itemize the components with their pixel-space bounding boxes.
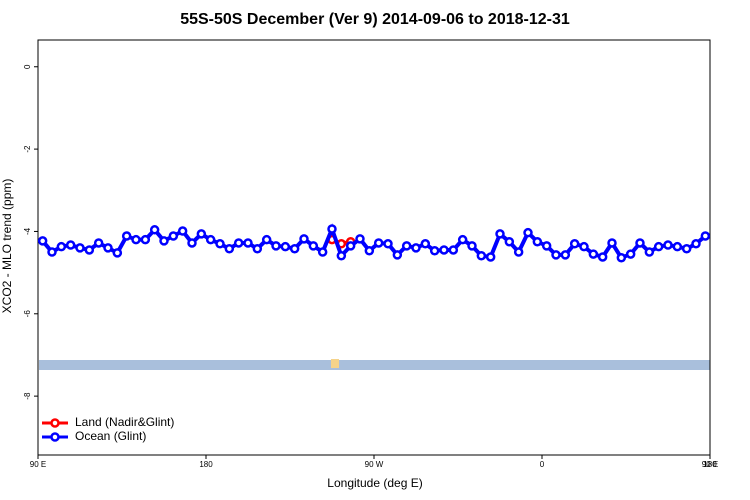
point — [65, 240, 76, 250]
point — [364, 246, 375, 256]
point — [149, 225, 160, 235]
point — [37, 236, 48, 246]
point — [336, 250, 347, 261]
point — [280, 241, 291, 252]
point — [299, 234, 309, 244]
x-tick-label: 90 E — [30, 460, 46, 469]
point — [663, 240, 673, 250]
point — [271, 241, 281, 251]
point — [355, 234, 365, 244]
y-tick-label: -8 — [23, 392, 32, 400]
point — [93, 238, 104, 248]
point — [373, 238, 384, 248]
y-tick-label: -2 — [23, 145, 32, 153]
y-tick-label: -6 — [23, 310, 32, 318]
point — [187, 238, 197, 248]
point — [233, 238, 244, 248]
point — [345, 241, 356, 251]
surface-patch — [331, 359, 339, 368]
point — [457, 234, 468, 245]
legend-label: Land (Nadir&Glint) — [75, 415, 174, 429]
point — [681, 243, 692, 254]
point — [131, 234, 141, 245]
point — [485, 252, 496, 262]
point — [317, 247, 328, 257]
point — [653, 241, 664, 252]
point — [644, 247, 655, 257]
point — [504, 236, 515, 247]
point — [551, 250, 561, 260]
point — [121, 231, 132, 241]
point — [177, 226, 188, 236]
point — [159, 236, 169, 246]
point — [672, 241, 683, 252]
point — [588, 249, 599, 259]
point — [392, 250, 403, 260]
point — [691, 239, 701, 249]
point — [513, 247, 524, 257]
x-tick-label: 180 — [199, 460, 213, 469]
point — [625, 249, 636, 259]
point — [224, 243, 235, 254]
y-tick-label: 0 — [23, 64, 32, 69]
point — [579, 241, 589, 252]
point — [215, 239, 225, 249]
point — [532, 236, 543, 247]
point — [383, 239, 393, 249]
point — [56, 241, 67, 252]
x-tick-label: 90 W — [365, 460, 384, 469]
x-tick-label: 90 E — [702, 460, 718, 469]
legend-label: Ocean (Glint) — [75, 429, 146, 443]
point — [75, 243, 85, 253]
point — [327, 224, 337, 234]
point — [569, 239, 580, 249]
point — [112, 248, 123, 258]
point — [261, 234, 272, 245]
point — [429, 246, 440, 256]
point — [616, 253, 627, 263]
point — [597, 252, 608, 262]
point — [205, 234, 216, 245]
point — [448, 245, 459, 255]
x-tick-label: 180 — [703, 460, 717, 469]
x-tick-label: 0 — [540, 460, 545, 469]
x-axis-label: Longitude (deg E) — [327, 476, 422, 490]
point — [308, 241, 319, 251]
y-tick-label: -4 — [23, 227, 32, 235]
point — [401, 241, 412, 251]
y-axis-label: XCO2 - MLO trend (ppm) — [0, 179, 14, 314]
chart-title: 55S-50S December (Ver 9) 2014-09-06 to 2… — [180, 11, 570, 28]
point — [289, 243, 300, 254]
point — [495, 229, 505, 239]
point — [47, 247, 57, 257]
surface-strip — [39, 360, 710, 370]
point — [541, 241, 552, 251]
point — [168, 231, 179, 241]
point — [467, 241, 477, 251]
point — [420, 239, 431, 249]
point — [476, 250, 487, 261]
point — [635, 238, 645, 248]
point — [84, 245, 95, 255]
point — [243, 238, 253, 248]
point — [140, 234, 151, 245]
point — [103, 243, 113, 253]
point — [560, 250, 571, 260]
point — [196, 229, 207, 239]
legend-marker — [50, 432, 60, 442]
point — [252, 243, 263, 254]
point — [439, 245, 449, 255]
point — [523, 227, 533, 238]
point — [411, 243, 421, 253]
legend-marker — [50, 418, 60, 428]
point — [607, 238, 617, 248]
point — [700, 231, 711, 241]
